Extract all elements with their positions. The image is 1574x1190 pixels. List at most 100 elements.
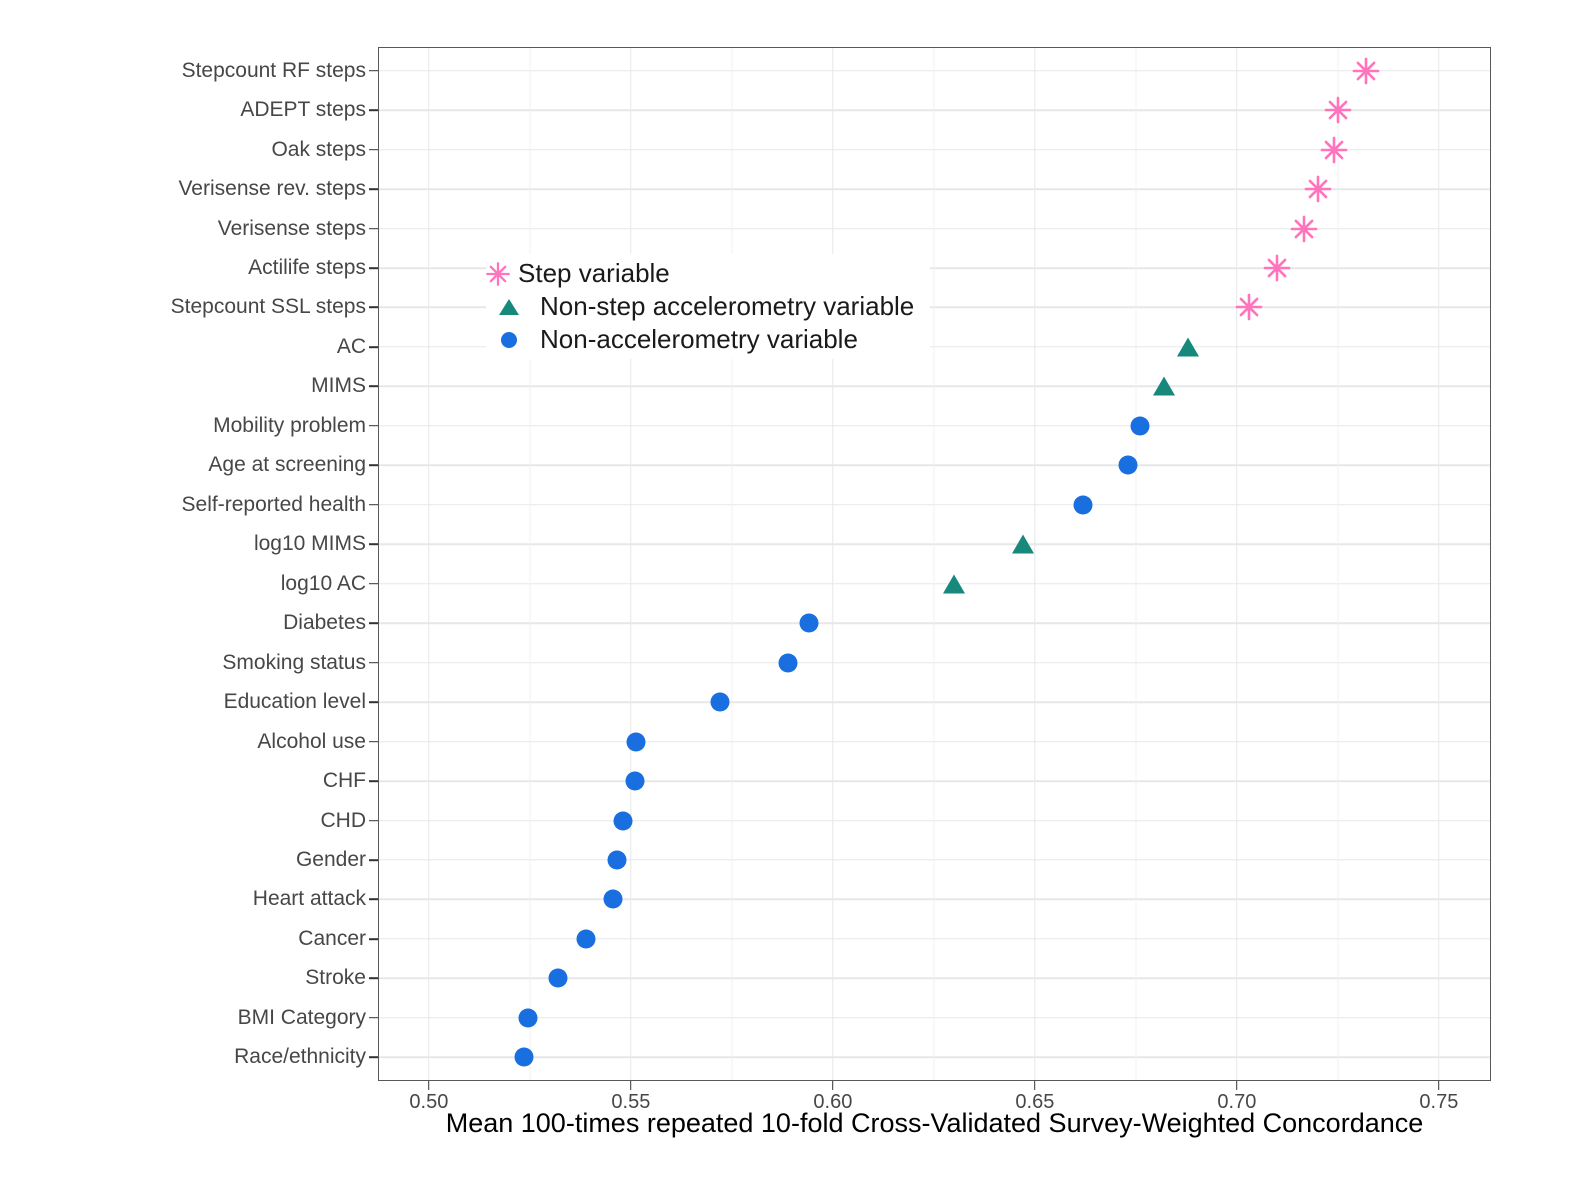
y-tick-mark: [369, 780, 378, 782]
y-major-gridline: [378, 701, 1491, 703]
x-tick-mark: [1034, 1081, 1036, 1090]
triangle-marker-icon: [499, 298, 519, 315]
y-tick-mark: [369, 188, 378, 190]
y-axis-label: Self-reported health: [181, 492, 366, 516]
x-tick-mark: [1438, 1081, 1440, 1090]
y-tick-mark: [369, 622, 378, 624]
legend: Step variable Non-step accelerometry var…: [486, 254, 931, 359]
y-major-gridline: [378, 780, 1491, 782]
y-tick-mark: [369, 227, 378, 230]
legend-item-step-variable: Step variable: [486, 257, 914, 290]
asterisk-marker-icon: [486, 261, 510, 286]
y-axis-label: BMI Category: [237, 1005, 366, 1029]
y-tick-mark: [369, 582, 378, 585]
circle-marker: [518, 1008, 538, 1028]
y-tick-mark: [369, 977, 378, 980]
y-major-gridline: [378, 740, 1491, 743]
y-major-gridline: [378, 1017, 1491, 1019]
y-axis-label: Smoking status: [222, 650, 366, 674]
y-major-gridline: [378, 346, 1491, 348]
x-major-gridline: [1034, 47, 1036, 1081]
circle-marker: [603, 889, 623, 909]
circle-marker: [626, 732, 646, 752]
x-minor-gridline: [529, 47, 531, 1081]
y-axis-label: Stepcount RF steps: [181, 58, 366, 82]
x-tick-label: 0.60: [813, 1091, 853, 1113]
circle-marker: [514, 1047, 534, 1067]
x-minor-gridline: [1337, 47, 1339, 1081]
x-tick-mark: [428, 1081, 430, 1090]
x-minor-gridline: [731, 47, 733, 1081]
y-axis-label: Stroke: [305, 966, 366, 990]
x-major-gridline: [1438, 47, 1440, 1081]
legend-label: Non-accelerometry variable: [540, 324, 858, 354]
y-major-gridline: [378, 306, 1491, 309]
y-tick-mark: [369, 109, 378, 111]
y-tick-mark: [369, 69, 378, 72]
asterisk-marker: [1235, 294, 1263, 321]
y-tick-mark: [369, 306, 378, 309]
y-major-gridline: [378, 661, 1491, 664]
asterisk-marker: [1304, 175, 1332, 203]
y-tick-mark: [369, 859, 378, 861]
circle-marker: [607, 850, 627, 870]
y-axis-label: CHD: [320, 808, 367, 832]
y-axis-label: Gender: [295, 847, 366, 871]
y-tick-mark: [369, 148, 378, 151]
circle-marker: [576, 929, 596, 949]
y-major-gridline: [378, 109, 1491, 111]
y-major-gridline: [378, 622, 1491, 624]
y-axis-label: Age at screening: [208, 453, 366, 477]
circle-marker: [1118, 455, 1138, 475]
x-tick-label: 0.65: [1015, 1091, 1055, 1113]
y-tick-mark: [369, 464, 378, 467]
circle-marker: [799, 613, 819, 633]
y-tick-mark: [369, 898, 378, 901]
y-major-gridline: [378, 938, 1491, 940]
y-axis-label: log10 AC: [280, 571, 366, 595]
x-minor-gridline: [933, 47, 935, 1081]
asterisk-marker: [1290, 215, 1317, 242]
y-major-gridline: [378, 425, 1491, 427]
y-axis-label: Verisense rev. steps: [178, 177, 366, 201]
y-major-gridline: [378, 1056, 1491, 1059]
x-tick-mark: [1236, 1081, 1238, 1090]
y-axis-label: CHF: [322, 769, 366, 793]
y-axis-label: Cancer: [298, 926, 366, 950]
y-tick-mark: [369, 819, 378, 822]
y-major-gridline: [378, 69, 1491, 72]
y-tick-mark: [369, 1056, 378, 1059]
asterisk-marker: [1352, 57, 1380, 85]
asterisk-marker: [1320, 136, 1348, 163]
circle-marker: [1073, 495, 1093, 515]
circle-marker: [710, 692, 730, 712]
y-tick-mark: [369, 740, 378, 743]
x-tick-label: 0.70: [1217, 1091, 1257, 1113]
y-major-gridline: [378, 148, 1491, 151]
y-major-gridline: [378, 543, 1491, 546]
y-axis-label: Actilife steps: [248, 256, 366, 279]
triangle-marker: [1153, 376, 1176, 396]
asterisk-marker: [1263, 254, 1291, 282]
y-tick-mark: [369, 938, 378, 940]
legend-symbol-cell: [486, 298, 532, 315]
triangle-marker: [1177, 337, 1200, 357]
circle-marker: [548, 968, 568, 988]
legend-item-nonstep-accelerometry: Non-step accelerometry variable: [486, 290, 914, 323]
y-axis-label: Stepcount SSL steps: [170, 295, 366, 319]
x-minor-gridline: [1135, 47, 1137, 1081]
legend-label: Step variable: [518, 258, 670, 288]
x-major-gridline: [630, 47, 632, 1081]
x-axis-title: Mean 100-times repeated 10-fold Cross-Va…: [445, 1108, 1424, 1138]
y-axis-label: Oak steps: [271, 137, 366, 161]
asterisk-marker: [1324, 96, 1352, 124]
y-major-gridline: [378, 385, 1491, 388]
y-major-gridline: [378, 582, 1491, 585]
y-tick-mark: [369, 346, 378, 348]
y-axis-label: Alcohol use: [257, 729, 366, 753]
y-axis-label: log10 MIMS: [253, 532, 366, 556]
x-tick-label: 0.55: [611, 1091, 651, 1113]
y-tick-mark: [369, 661, 378, 664]
y-tick-mark: [369, 1017, 378, 1019]
